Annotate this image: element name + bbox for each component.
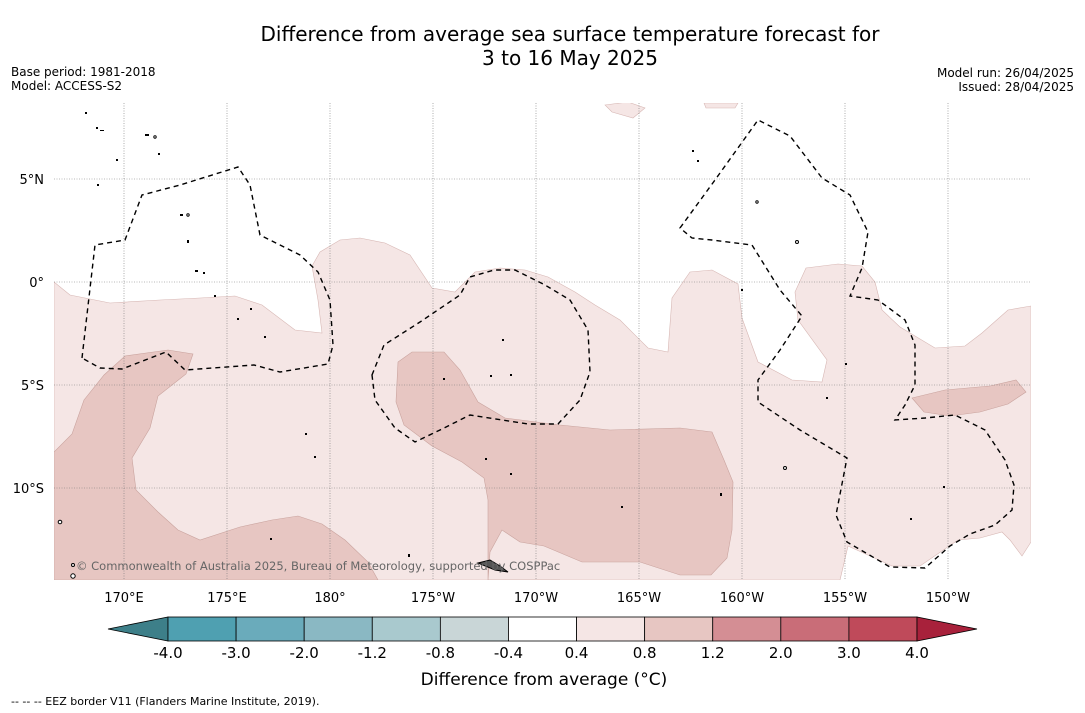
- title-line-1: Difference from average sea surface temp…: [260, 22, 880, 46]
- colorbar-tick-label: 4.0: [905, 644, 929, 662]
- lon-label: 175°E: [207, 591, 247, 606]
- eez-footnote: -- -- -- EEZ border V11 (Flanders Marine…: [11, 695, 320, 708]
- lon-label: 160°W: [720, 591, 764, 606]
- model-run: Model run: 26/04/2025: [936, 66, 1074, 80]
- colorbar-swatch: [712, 616, 782, 642]
- lon-label: 150°W: [926, 591, 970, 606]
- colorbar-tick-label: 0.4: [565, 644, 589, 662]
- colorbar-swatch: [371, 616, 441, 642]
- lat-label: 5°S: [21, 379, 44, 394]
- base-period: Base period: 1981-2018: [11, 65, 156, 79]
- anomaly-region-east: [911, 379, 1027, 417]
- lon-label: 170°W: [514, 591, 558, 606]
- colorbar-tick-label: -3.0: [221, 644, 250, 662]
- meta-right: Model run: 26/04/2025 Issued: 28/04/2025: [937, 66, 1074, 94]
- colorbar-swatch: [576, 616, 646, 642]
- title-line-2: 3 to 16 May 2025: [482, 46, 658, 70]
- lat-label: 5°N: [20, 173, 45, 188]
- colorbar-swatch: [848, 616, 918, 642]
- model-name: Model: ACCESS-S2: [11, 79, 123, 93]
- colorbar-swatch: [235, 616, 305, 642]
- colorbar-tick-label: -2.0: [290, 644, 319, 662]
- chart-title: Difference from average sea surface temp…: [200, 22, 940, 70]
- copyright-text: © Commonwealth of Australia 2025, Bureau…: [76, 559, 560, 573]
- meta-left: Base period: 1981-2018 Model: ACCESS-S2: [11, 65, 156, 93]
- colorbar-arrow-low: [107, 616, 169, 642]
- colorbar-tick-label: -1.2: [358, 644, 387, 662]
- colorbar-tick-label: -0.8: [426, 644, 455, 662]
- anomaly-region-central: [395, 351, 734, 580]
- colorbar-swatch: [508, 616, 577, 642]
- colorbar-title: Difference from average (°C): [420, 670, 668, 690]
- colorbar-swatch: [439, 616, 509, 642]
- eez-borders: [81, 119, 1015, 569]
- colorbar-tick-label: -4.0: [153, 644, 182, 662]
- colorbar-swatch: [167, 616, 237, 642]
- colorbar: -4.0 -3.0 -2.0 -1.2 -0.8 -0.4 0.4 0.8 1.2 2.0 3.0 4…: [107, 616, 978, 662]
- coral-atolls: [85, 112, 945, 557]
- colorbar-swatch: [644, 616, 714, 642]
- gridlines: [54, 103, 1031, 580]
- colorbar-swatch: [780, 616, 850, 642]
- colorbar-tick-label: 0.8: [633, 644, 657, 662]
- islands: [57, 135, 799, 579]
- lon-label: 175°W: [411, 591, 455, 606]
- colorbar-tick-label: -0.4: [494, 644, 523, 662]
- anomaly-patch-north-2: [703, 103, 739, 109]
- colorbar-arrow-high: [916, 616, 978, 642]
- map-area: © Commonwealth of Australia 2025, Bureau…: [54, 103, 1031, 580]
- lon-label: 165°W: [617, 591, 661, 606]
- lat-labels: 5°N 0° 5°S 10°S: [13, 173, 44, 497]
- colorbar-tick-label: 3.0: [837, 644, 861, 662]
- lat-label: 0°: [29, 276, 44, 291]
- lon-label: 155°W: [823, 591, 867, 606]
- issued-date: Issued: 28/04/2025: [958, 80, 1074, 94]
- anomaly-region-west: [54, 349, 379, 580]
- colorbar-tick-label: 1.2: [701, 644, 725, 662]
- colorbar-tick-label: 2.0: [769, 644, 793, 662]
- lat-label: 10°S: [13, 482, 44, 497]
- lon-labels: 170°E 175°E 180° 175°W 170°W 165°W 160°W…: [104, 591, 970, 606]
- lon-label: 170°E: [104, 591, 144, 606]
- lon-label: 180°: [314, 591, 345, 606]
- colorbar-swatch: [303, 616, 373, 642]
